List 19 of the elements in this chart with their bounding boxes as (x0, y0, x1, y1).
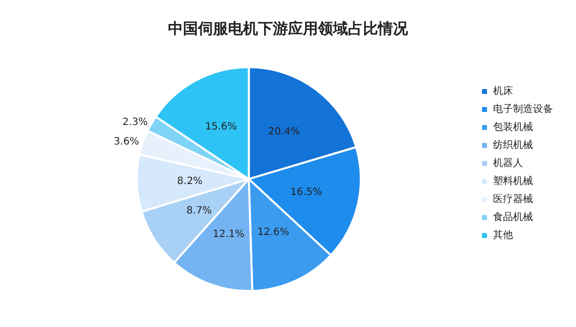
data-label: 8.7% (186, 205, 212, 216)
legend-label: 医疗器械 (493, 193, 533, 205)
data-label: 16.5% (290, 186, 322, 198)
legend-label: 其他 (493, 229, 513, 241)
data-label: 20.4% (268, 126, 300, 138)
legend-label: 机床 (493, 85, 513, 97)
data-label: 12.1% (212, 228, 245, 240)
data-label: 12.6% (257, 227, 290, 238)
data-label: 8.2% (177, 176, 203, 187)
legend-label: 机器人 (493, 157, 523, 169)
legend-label: 包装机械 (493, 121, 533, 133)
legend-label: 纺织机械 (493, 139, 533, 151)
data-label: 2.3% (122, 117, 148, 128)
chart-title: 中国伺服电机下游应用领域占比情况 (168, 20, 409, 38)
data-label: 3.6% (114, 136, 140, 148)
legend-label: 食品机械 (493, 211, 533, 223)
legend-label: 塑料机械 (493, 175, 533, 187)
legend-label: 电子制造设备 (493, 103, 553, 115)
data-label: 15.6% (205, 122, 237, 133)
